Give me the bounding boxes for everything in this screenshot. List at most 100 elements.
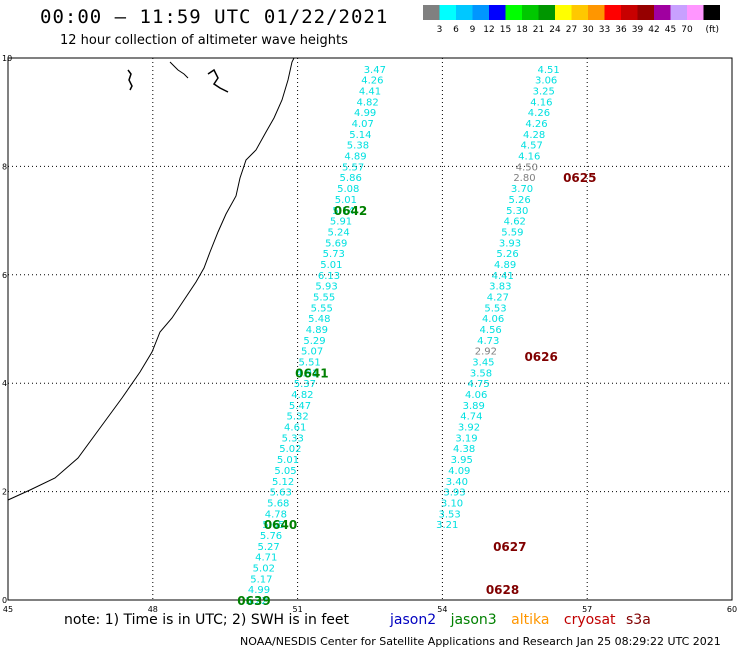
wave-height-value: 5.07 xyxy=(301,347,323,358)
legend-label: 39 xyxy=(632,25,644,35)
wave-height-value: 3.83 xyxy=(489,282,511,293)
legend-label: 27 xyxy=(566,25,577,35)
wave-height-value: 4.06 xyxy=(465,390,487,401)
wave-height-value: 3.58 xyxy=(470,368,492,379)
wave-height-value: 3.70 xyxy=(511,184,533,195)
wave-height-value: 5.14 xyxy=(332,206,354,217)
map-frame xyxy=(7,57,733,601)
island xyxy=(207,68,229,93)
legend-swatch xyxy=(522,5,539,20)
wave-height-value: 3.45 xyxy=(472,358,494,369)
x-tick-label: 51 xyxy=(293,605,303,614)
wave-height-value: 5.91 xyxy=(330,217,352,228)
wave-height-value: 5.55 xyxy=(311,303,333,314)
legend-label: 3 xyxy=(437,25,443,35)
wave-height-value: 4.07 xyxy=(352,119,374,130)
y-tick-label: 6 xyxy=(2,271,7,280)
wave-height-value: 4.71 xyxy=(255,553,277,564)
wave-height-value: 5.26 xyxy=(496,249,518,260)
wave-height-value: 4.27 xyxy=(487,292,509,303)
pass-time-label: 0639 xyxy=(237,594,270,608)
legend-label: 6 xyxy=(453,25,459,35)
x-tick-label: 57 xyxy=(582,605,592,614)
wave-height-value: 5.55 xyxy=(313,292,335,303)
legend-swatch xyxy=(703,5,720,20)
wave-height-value: 5.69 xyxy=(325,238,347,249)
wave-height-value: 3.25 xyxy=(533,87,555,98)
wave-height-value: 5.86 xyxy=(340,173,362,184)
wave-height-value: 2.80 xyxy=(513,173,535,184)
wave-height-value: 5.30 xyxy=(506,206,528,217)
legend-label: 12 xyxy=(483,25,494,35)
wave-height-value: 5.53 xyxy=(484,303,506,314)
wave-height-value: 5.22 xyxy=(245,596,267,607)
wave-height-value: 4.75 xyxy=(467,379,489,390)
wave-height-value: 5.12 xyxy=(272,477,294,488)
legend-swatch xyxy=(456,5,473,20)
y-tick-label: 2 xyxy=(2,488,7,497)
legend-label: 42 xyxy=(648,25,659,35)
pass-time-label: 0627 xyxy=(493,540,526,554)
wave-height-value: 4.99 xyxy=(248,585,270,596)
wave-height-value: 5.57 xyxy=(342,162,364,173)
legend-swatch xyxy=(571,5,588,20)
legend-swatch xyxy=(687,5,704,20)
legend-swatch xyxy=(604,5,621,20)
legend-label: 30 xyxy=(582,25,594,35)
legend-label: 24 xyxy=(549,25,561,35)
wave-height-value: 3.47 xyxy=(364,65,386,76)
wave-height-value: 5.38 xyxy=(347,141,369,152)
wave-height-value: 4.61 xyxy=(284,423,306,434)
x-tick-label: 54 xyxy=(437,605,447,614)
wave-height-value: 4.38 xyxy=(453,444,475,455)
wave-height-value: 4.06 xyxy=(482,314,504,325)
wave-height-value: 5.76 xyxy=(260,531,282,542)
wave-height-value: 5.29 xyxy=(303,336,325,347)
wave-height-value: 3.10 xyxy=(441,498,463,509)
wave-height-value: 4.50 xyxy=(516,162,538,173)
wave-height-value: 5.27 xyxy=(258,542,280,553)
mission-jason2: jason2 xyxy=(390,612,437,628)
y-tick-label: 0 xyxy=(2,596,7,605)
wave-height-value: 5.73 xyxy=(323,249,345,260)
mission-legend: jason2 jason3 altika cryosat s3a xyxy=(390,612,651,628)
island xyxy=(127,69,133,91)
x-tick-label: 45 xyxy=(3,605,13,614)
wave-height-value: 3.21 xyxy=(436,520,458,531)
legend-label: 9 xyxy=(470,25,476,35)
legend-label: 21 xyxy=(533,25,544,35)
wave-height-value: 4.26 xyxy=(361,76,383,87)
wave-height-value: 3.95 xyxy=(451,455,473,466)
wave-height-value: 5.37 xyxy=(294,379,316,390)
wave-height-value: 4.57 xyxy=(521,141,543,152)
mission-altika: altika xyxy=(511,612,550,628)
note-text: note: 1) Time is in UTC; 2) SWH is in fe… xyxy=(64,612,350,628)
legend-swatch xyxy=(472,5,489,20)
pass-time-label: 0628 xyxy=(486,583,519,597)
pass-time-label: 0626 xyxy=(524,350,557,364)
legend-swatch xyxy=(538,5,555,20)
wave-height-value: 5.59 xyxy=(501,227,523,238)
wave-height-value: 3.40 xyxy=(446,477,468,488)
x-tick-label: 48 xyxy=(148,605,158,614)
wave-height-value: 3.92 xyxy=(458,423,480,434)
legend-swatch xyxy=(654,5,671,20)
legend-label: 18 xyxy=(516,25,528,35)
legend-swatch xyxy=(489,5,506,20)
page-subtitle: 12 hour collection of altimeter wave hei… xyxy=(60,33,348,48)
legend-swatch xyxy=(621,5,638,20)
legend-swatch xyxy=(423,5,440,20)
mission-cryosat: cryosat xyxy=(563,612,616,628)
legend-swatch xyxy=(670,5,687,20)
wave-height-value: 4.56 xyxy=(480,325,502,336)
pass-time-label: 0640 xyxy=(264,518,297,532)
wave-height-value: 3.93 xyxy=(499,238,521,249)
wave-height-value: 4.26 xyxy=(528,108,550,119)
wave-height-value: 5.51 xyxy=(299,358,321,369)
legend-label: 70 xyxy=(681,25,693,35)
island xyxy=(169,61,189,79)
wave-height-value: 4.62 xyxy=(504,217,526,228)
legend-swatch xyxy=(439,5,456,20)
y-tick-label: 10 xyxy=(2,54,12,63)
wave-height-value: 5.93 xyxy=(315,282,337,293)
